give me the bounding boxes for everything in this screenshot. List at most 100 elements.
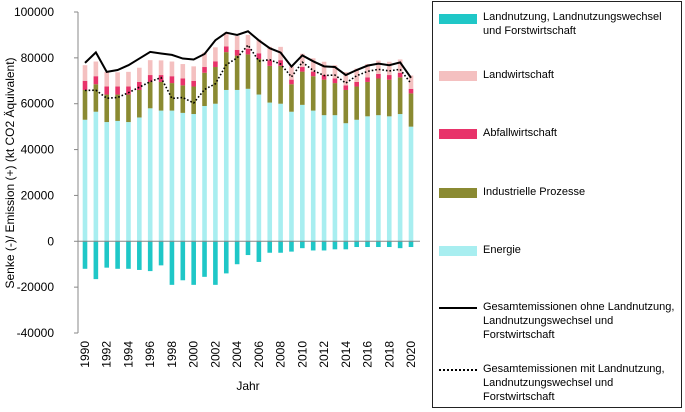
y-axis-label: Senke (-)/ Emission (+) (kt CO2 Äquivale… (3, 57, 17, 288)
bar-energie-1993 (115, 120, 120, 242)
bar-abfallwirtschaft-2013 (332, 78, 338, 84)
bar-energie-2001 (202, 106, 207, 242)
bar-industrielle-prozesse-2018 (386, 79, 392, 117)
bar-landwirtschaft-2002 (213, 47, 218, 62)
bar-abfallwirtschaft-2012 (321, 75, 327, 80)
legend-label-abfallwirtschaft: Abfallwirtschaft (483, 127, 557, 139)
x-tick-label: 1998 (165, 341, 179, 368)
bar-landnutzung-1999 (180, 241, 186, 281)
bar-energie-2005 (245, 88, 251, 242)
bar-energie-2017 (376, 115, 381, 242)
bar-landnutzung-2015 (354, 241, 359, 248)
bar-abfallwirtschaft-2014 (343, 85, 349, 90)
bar-abfallwirtschaft-2004 (234, 49, 240, 56)
bar-abfallwirtschaft-2006 (256, 53, 262, 59)
bar-energie-2011 (310, 110, 316, 242)
bar-landnutzung-2013 (332, 241, 338, 250)
bar-landwirtschaft-1997 (158, 60, 164, 76)
bar-landwirtschaft-2011 (310, 58, 316, 72)
x-tick-label: 2006 (252, 341, 266, 368)
bar-abfallwirtschaft-1990 (82, 80, 88, 90)
bar-landwirtschaft-2009 (289, 66, 294, 80)
bar-abfallwirtschaft-2009 (289, 79, 294, 85)
x-tick-label: 2008 (274, 341, 288, 368)
y-tick-label: 20000 (21, 188, 55, 202)
bar-abfallwirtschaft-2019 (397, 72, 403, 78)
bar-landwirtschaft-2014 (343, 72, 349, 86)
bar-landwirtschaft-1990 (82, 65, 88, 81)
bar-industrielle-prozesse-2014 (343, 89, 349, 124)
bar-abfallwirtschaft-2010 (300, 67, 305, 72)
x-tick-label: 2020 (404, 341, 418, 368)
bar-abfallwirtschaft-2000 (191, 80, 196, 87)
bar-abfallwirtschaft-1998 (169, 76, 175, 84)
bar-landwirtschaft-2020 (408, 75, 414, 89)
bar-landnutzung-1998 (169, 241, 175, 285)
bar-landwirtschaft-1999 (180, 64, 186, 79)
y-tick-label: 0 (47, 234, 54, 248)
x-tick-label: 2004 (230, 341, 244, 368)
bar-industrielle-prozesse-2000 (191, 86, 196, 115)
bar-abfallwirtschaft-2003 (223, 46, 229, 53)
legend-label-lulucf: Landnutzung, Landnutzungswechsel und For… (483, 11, 662, 37)
bar-landnutzung-2002 (213, 241, 218, 285)
bar-landwirtschaft-1994 (126, 71, 131, 87)
bar-abfallwirtschaft-1992 (104, 86, 110, 95)
bar-abfallwirtschaft-2017 (376, 73, 381, 79)
bar-landnutzung-2020 (408, 241, 414, 248)
bar-industrielle-prozesse-2004 (234, 55, 240, 90)
bar-abfallwirtschaft-2002 (213, 61, 218, 68)
bar-industrielle-prozesse-2016 (365, 81, 370, 117)
bar-landnutzung-2000 (191, 241, 196, 285)
bar-abfallwirtschaft-2016 (365, 77, 370, 82)
x-tick-label: 1996 (143, 341, 157, 368)
bar-landnutzung-2009 (289, 241, 294, 252)
axes (74, 11, 420, 334)
bar-landwirtschaft-2001 (202, 52, 207, 68)
bar-abfallwirtschaft-2011 (310, 71, 316, 77)
bar-abfallwirtschaft-1995 (137, 81, 142, 90)
bar-energie-2016 (365, 116, 370, 242)
bar-industrielle-prozesse-2009 (289, 84, 294, 112)
y-tick-label: -40000 (17, 326, 55, 340)
bar-industrielle-prozesse-2019 (397, 77, 403, 115)
bar-industrielle-prozesse-2011 (310, 76, 316, 111)
bar-abfallwirtschaft-2005 (245, 48, 251, 55)
bar-industrielle-prozesse-1990 (82, 89, 88, 120)
bar-landwirtschaft-2013 (332, 65, 338, 79)
x-tick-labels: 1990 1992 1994 1996 1998 2000 2002 2004 2006 2008… (78, 341, 418, 368)
bar-energie-2000 (191, 114, 196, 242)
bar-landwirtschaft-1993 (115, 72, 120, 87)
bar-industrielle-prozesse-1994 (126, 94, 131, 123)
bar-landnutzung-2010 (300, 241, 305, 249)
bar-landnutzung-2001 (202, 241, 207, 277)
bar-landnutzung-2007 (267, 241, 273, 253)
bar-energie-2020 (408, 126, 414, 242)
x-axis-label: Jahr (236, 379, 259, 393)
bar-abfallwirtschaft-1991 (93, 76, 99, 85)
bar-landnutzung-1997 (158, 241, 164, 266)
bar-energie-2010 (300, 104, 305, 242)
bar-landwirtschaft-2017 (376, 60, 381, 74)
bar-landnutzung-1996 (147, 241, 153, 272)
bar-landwirtschaft-2004 (234, 36, 240, 50)
bar-industrielle-prozesse-2015 (354, 86, 359, 120)
bar-landwirtschaft-2019 (397, 59, 403, 73)
bar-group (82, 32, 414, 285)
bar-landwirtschaft-2000 (191, 66, 196, 81)
bar-landnutzung-2016 (365, 241, 370, 248)
bar-landnutzung-2008 (278, 241, 283, 253)
bar-landnutzung-2018 (386, 241, 392, 248)
bar-landnutzung-2012 (321, 241, 327, 251)
bar-landwirtschaft-1998 (169, 61, 175, 77)
line-group (84, 30, 412, 105)
bar-energie-2002 (213, 103, 218, 242)
bar-abfallwirtschaft-2008 (278, 60, 283, 66)
bar-industrielle-prozesse-1993 (115, 94, 120, 121)
bar-industrielle-prozesse-2013 (332, 83, 338, 116)
legend-swatch-abfallwirtschaft (439, 129, 477, 139)
bar-industrielle-prozesse-1999 (180, 85, 186, 113)
y-tick-label: 40000 (21, 143, 55, 157)
bar-energie-1995 (137, 117, 142, 242)
bar-industrielle-prozesse-2008 (278, 65, 283, 104)
